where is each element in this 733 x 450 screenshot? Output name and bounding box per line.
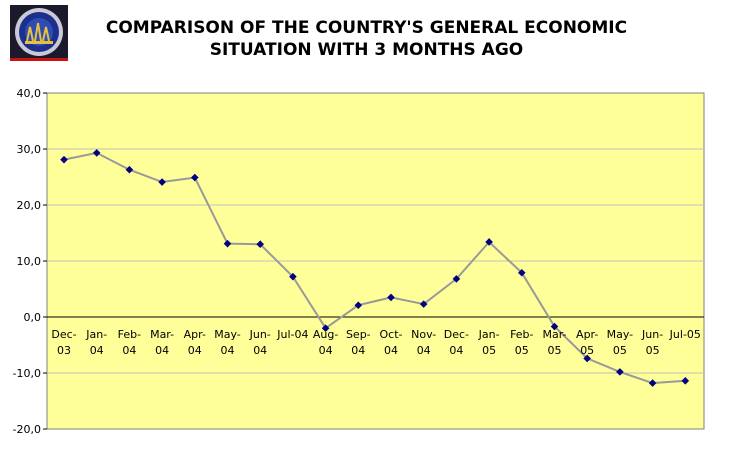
- x-tick-label: 04: [122, 344, 136, 357]
- y-tick-label: 20,0: [17, 199, 42, 212]
- data-point: [223, 239, 232, 248]
- x-tick-label: 04: [351, 344, 365, 357]
- data-point: [289, 272, 297, 281]
- x-tick-label: Feb-: [118, 328, 141, 341]
- data-point: [648, 379, 657, 387]
- x-tick-label: Jun-: [249, 328, 271, 341]
- data-point: [256, 240, 264, 248]
- x-tick-label: Dec-: [444, 328, 469, 341]
- x-tick-label: 05: [482, 344, 496, 357]
- data-point: [321, 324, 330, 332]
- chart-title-line-2: SITUATION WITH 3 MONTHS AGO: [209, 40, 524, 60]
- x-tick-label: 04: [221, 344, 235, 357]
- x-tick-label: 04: [155, 344, 169, 357]
- x-tick-label: May-: [214, 328, 241, 341]
- x-tick-label: Apr-: [576, 328, 598, 341]
- x-tick-label: 05: [613, 344, 627, 357]
- x-axis-ticks: Dec- 03 Jan- 04 Feb- 04 Mar- 04 Apr- 04 May- 04 Jun-…: [51, 328, 701, 357]
- data-point: [354, 301, 363, 310]
- data-point: [485, 238, 493, 246]
- gridlines: [47, 148, 704, 374]
- y-tick-label: -20,0: [13, 423, 41, 436]
- x-tick-label: May-: [607, 328, 634, 341]
- x-tick-label: 04: [188, 344, 202, 357]
- chart-title-line-1: COMPARISON OF THE COUNTRY'S GENERAL ECON…: [105, 18, 628, 38]
- series-markers: [60, 149, 690, 387]
- data-point: [387, 293, 395, 302]
- x-tick-label: Mar-: [150, 328, 174, 341]
- data-point: [158, 178, 166, 186]
- x-tick-label: Jul-05: [669, 328, 701, 341]
- y-tick-label: 40,0: [17, 87, 42, 100]
- x-tick-label: 05: [646, 344, 660, 357]
- data-point: [518, 268, 526, 277]
- series-line: [63, 151, 686, 385]
- data-point: [583, 354, 591, 363]
- x-tick-label: Jan-: [478, 328, 500, 341]
- data-point: [550, 322, 559, 331]
- x-tick-label: 04: [417, 344, 431, 357]
- data-point: [60, 155, 68, 164]
- x-tick-label: Nov-: [411, 328, 436, 341]
- x-tick-label: Dec-: [51, 328, 76, 341]
- x-tick-label: 04: [90, 344, 104, 357]
- x-tick-label: Feb-: [510, 328, 533, 341]
- x-tick-label: 05: [580, 344, 594, 357]
- x-tick-label: 04: [319, 344, 333, 357]
- data-point: [452, 275, 461, 283]
- data-point: [191, 173, 199, 182]
- logo: [10, 5, 68, 61]
- y-axis-ticks: 40,0 30,0 20,0 10,0 0,0 -10,0 -20,0: [13, 87, 47, 436]
- data-point: [92, 149, 101, 157]
- x-tick-label: Jul-04: [276, 328, 308, 341]
- x-tick-label: Jan-: [85, 328, 107, 341]
- x-tick-label: Mar-: [542, 328, 566, 341]
- x-tick-label: 03: [57, 344, 71, 357]
- data-point: [616, 368, 624, 376]
- data-point: [681, 377, 690, 385]
- x-tick-label: Oct-: [380, 328, 403, 341]
- y-tick-label: 0,0: [24, 311, 42, 324]
- y-tick-label: 10,0: [17, 255, 42, 268]
- x-tick-label: Sep-: [346, 328, 371, 341]
- x-tick-label: 04: [449, 344, 463, 357]
- x-tick-label: 05: [548, 344, 562, 357]
- x-tick-label: 04: [384, 344, 398, 357]
- data-point: [419, 300, 428, 308]
- y-tick-label: -10,0: [13, 367, 41, 380]
- x-tick-label: 05: [515, 344, 529, 357]
- x-tick-label: Aug-: [313, 328, 338, 341]
- y-tick-label: 30,0: [17, 143, 42, 156]
- x-tick-label: Jun-: [641, 328, 663, 341]
- x-tick-label: Apr-: [184, 328, 206, 341]
- x-tick-label: 04: [253, 344, 267, 357]
- chart-title: COMPARISON OF THE COUNTRY'S GENERAL ECON…: [60, 17, 673, 61]
- institution-emblem-icon: [10, 5, 68, 61]
- data-point: [125, 165, 134, 174]
